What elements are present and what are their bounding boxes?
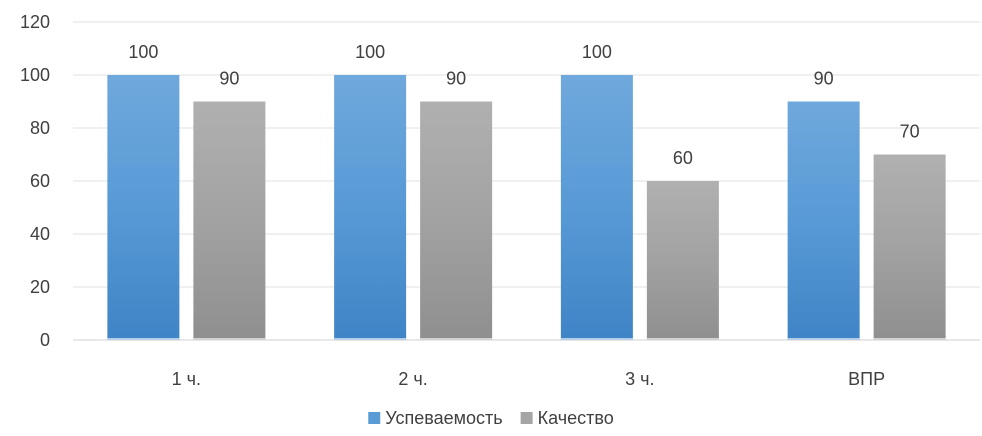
- bar-kachestvo: [873, 154, 946, 340]
- data-label: 100: [355, 42, 385, 62]
- legend-swatch: [520, 412, 533, 424]
- legend-swatch: [368, 412, 381, 424]
- data-label: 100: [582, 42, 612, 62]
- bar-uspevaemost: [560, 75, 633, 340]
- x-tick-label: 2 ч.: [398, 369, 427, 389]
- bar-uspevaemost: [787, 101, 860, 340]
- x-tick-label: ВПР: [848, 369, 885, 389]
- data-label: 90: [814, 69, 834, 89]
- data-label: 100: [128, 42, 158, 62]
- bar-kachestvo: [193, 101, 266, 340]
- y-axis: 0 20 40 60 80 100 120: [20, 12, 50, 350]
- y-tick-label: 40: [30, 224, 50, 244]
- legend-item: Успеваемость: [368, 408, 503, 428]
- bar-kachestvo: [420, 101, 493, 340]
- data-label: 70: [900, 122, 920, 142]
- bar-uspevaemost: [107, 75, 180, 340]
- x-axis: 1 ч. 2 ч. 3 ч. ВПР: [172, 369, 885, 389]
- y-tick-label: 80: [30, 118, 50, 138]
- bar-kachestvo: [646, 181, 719, 340]
- x-tick-label: 1 ч.: [172, 369, 201, 389]
- x-tick-label: 3 ч.: [625, 369, 654, 389]
- bar-uspevaemost: [334, 75, 407, 340]
- legend-item: Качество: [520, 408, 614, 428]
- data-label: 90: [219, 69, 239, 89]
- bars: [107, 75, 946, 340]
- y-tick-label: 120: [20, 12, 50, 32]
- legend-label: Успеваемость: [385, 408, 502, 428]
- legend: Успеваемость Качество: [368, 408, 614, 428]
- y-tick-label: 0: [40, 330, 50, 350]
- data-label: 90: [446, 69, 466, 89]
- y-tick-label: 20: [30, 277, 50, 297]
- legend-label: Качество: [538, 408, 614, 428]
- y-tick-label: 100: [20, 65, 50, 85]
- data-label: 60: [673, 148, 693, 168]
- data-labels: 100 90 100 90 100 60 90 70: [128, 42, 919, 168]
- y-tick-label: 60: [30, 171, 50, 191]
